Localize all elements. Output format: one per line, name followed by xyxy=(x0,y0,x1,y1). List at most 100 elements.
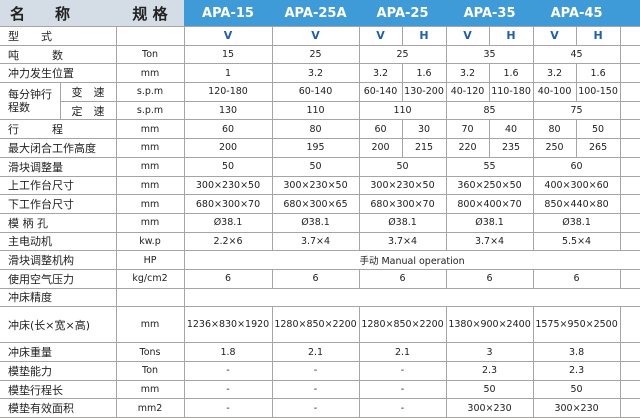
value-cell: 300×230 xyxy=(445,398,534,418)
table-row: 模垫行程长 mm - - -50 50 xyxy=(0,379,640,400)
trail-cell xyxy=(619,268,640,289)
value-cell: 1 xyxy=(183,63,273,84)
value-cell: 110 xyxy=(271,100,360,121)
row-label: 模垫有效面积 xyxy=(0,398,117,418)
row-label: 模垫行程长 xyxy=(0,379,117,400)
unit-cell: mm xyxy=(115,63,185,84)
value-cell: 40-120 xyxy=(445,82,490,102)
value-cell: - xyxy=(358,398,447,418)
row-label: 冲床精度 xyxy=(0,287,117,308)
trail-cell xyxy=(619,82,640,102)
header-trail xyxy=(620,0,640,27)
value-cell: 3.7×4 xyxy=(358,231,447,252)
value-cell: 2.3 xyxy=(445,361,534,381)
value-cell: 300×230×50 xyxy=(271,175,360,196)
value-cell: 265 xyxy=(575,138,621,158)
value-cell: Ø38.1 xyxy=(271,212,360,233)
row-label: 冲床(长×宽×高) xyxy=(0,306,117,344)
value-cell: - xyxy=(183,379,273,400)
trail-cell xyxy=(619,119,640,140)
value-cell: 6 xyxy=(532,268,621,289)
value-cell: 25 xyxy=(271,44,360,65)
value-cell: 1280×850×2200 xyxy=(271,306,360,344)
value-cell: 130 xyxy=(183,100,273,121)
row-label: 上工作台尺寸 xyxy=(0,175,117,196)
model-header: APA-45 xyxy=(533,0,621,27)
table-row: 行 程 mm 60 80 60 30 70 40 80 50 xyxy=(0,119,640,140)
row-label: 冲床重量 xyxy=(0,342,117,362)
value-cell: 3.2 xyxy=(445,63,490,84)
value-cell: 80 xyxy=(271,119,360,140)
value-cell: 130-200 xyxy=(401,82,447,102)
value-cell: 60-140 xyxy=(271,82,360,102)
table-row: 最大闭合工作高度 mm 200 195 200 215 220 235 250 265 xyxy=(0,138,640,158)
value-cell: 80 xyxy=(532,119,577,140)
table-row: 使用空气压力 kg/cm2 6 6 6 6 6 xyxy=(0,268,640,289)
unit-cell: s.p.m xyxy=(115,82,185,102)
row-label: 模垫能力 xyxy=(0,361,117,381)
name-header: 名 称 xyxy=(0,0,117,27)
model-header: APA-15 xyxy=(184,0,273,27)
unit-cell: kw.p xyxy=(115,231,185,252)
type-cell: V xyxy=(532,26,577,46)
value-cell: 40-100 xyxy=(532,82,577,102)
value-cell: 110 xyxy=(358,100,447,121)
value-cell: 215 xyxy=(401,138,447,158)
value-cell: 3 xyxy=(445,342,534,362)
trail-cell xyxy=(619,306,640,344)
unit-cell: mm xyxy=(115,379,185,400)
value-cell: 3.2 xyxy=(358,63,403,84)
value-cell: 50 xyxy=(271,156,360,177)
value-cell: 70 xyxy=(445,119,490,140)
unit-cell: kg/cm2 xyxy=(115,268,185,289)
value-cell: 300×230 xyxy=(532,398,621,418)
row-label: 行 程 xyxy=(0,119,117,140)
table-row: 上工作台尺寸 mm 300×230×50 300×230×50 300×230×50 36… xyxy=(0,175,640,196)
trail-cell xyxy=(619,175,640,196)
value-cell: 15 xyxy=(183,44,273,65)
value-cell: 2.2×6 xyxy=(183,231,273,252)
type-cell: V xyxy=(358,26,403,46)
unit-cell: mm xyxy=(115,194,185,214)
value-cell: 300×230×50 xyxy=(358,175,447,196)
type-cell: V xyxy=(445,26,490,46)
table-row: 吨 数 Ton 15 25 25 35 45 xyxy=(0,44,640,65)
table-row: 模 柄 孔 mm Ø38.1 Ø38.1 Ø38.1 Ø38.1 Ø38.1 xyxy=(0,212,640,233)
row-label: 滑块调整机构 xyxy=(0,250,117,270)
row-sublabel: 变 速 xyxy=(59,82,117,102)
table-row: 冲床精度 xyxy=(0,287,640,308)
value-cell: 680×300×70 xyxy=(358,194,447,214)
trail-cell xyxy=(619,138,640,158)
table-row: 模垫能力 Ton - - -2.3 2.3 xyxy=(0,361,640,381)
value-cell: 120-180 xyxy=(183,82,273,102)
row-label: 下工作台尺寸 xyxy=(0,194,117,214)
unit-cell: mm xyxy=(115,175,185,196)
value-cell: 110-180 xyxy=(488,82,534,102)
value-cell: 50 xyxy=(358,156,447,177)
value-cell: 6 xyxy=(271,268,360,289)
value-cell: 100-150 xyxy=(575,82,621,102)
trail-cell xyxy=(619,379,640,400)
table-row: 冲力发生位置 mm 1 3.2 3.2 1.6 3.2 1.6 3.2 1.6 xyxy=(0,63,640,84)
trail-cell xyxy=(619,398,640,418)
trail-cell xyxy=(619,212,640,233)
value-cell: 50 xyxy=(183,156,273,177)
row-label: 型 式 xyxy=(0,26,117,46)
value-cell: 3.7×4 xyxy=(271,231,360,252)
value-cell: 50 xyxy=(575,119,621,140)
value-cell: 3.2 xyxy=(532,63,577,84)
unit-cell xyxy=(115,26,185,46)
value-cell: Ø38.1 xyxy=(183,212,273,233)
model-header: APA-35 xyxy=(446,0,534,27)
value-cell: 400×300×60 xyxy=(532,175,621,196)
value-cell: 220 xyxy=(445,138,490,158)
trail-cell xyxy=(619,342,640,362)
row-sublabel: 定 速 xyxy=(59,100,117,121)
value-cell: 1280×850×2200 xyxy=(358,306,447,344)
table-row: 冲床重量 Tons 1.8 2.1 2.1 3 3.8 xyxy=(0,342,640,362)
table-row: 主电动机 kw.p 2.2×6 3.7×4 3.7×4 3.7×4 5.5×4 xyxy=(0,231,640,252)
unit-cell: s.p.m xyxy=(115,100,185,121)
trail-cell xyxy=(619,100,640,121)
value-cell: 3.2 xyxy=(271,63,360,84)
